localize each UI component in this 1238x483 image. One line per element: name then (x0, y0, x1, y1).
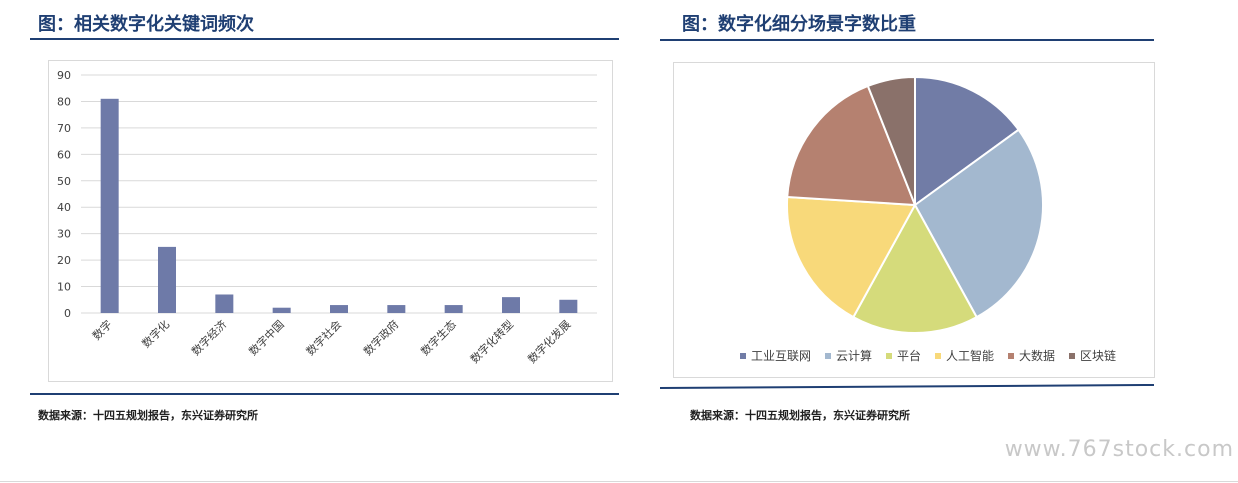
page-bottom-rule (0, 481, 1238, 482)
pie-slice (851, 202, 979, 334)
legend-swatch (1069, 353, 1075, 359)
watermark: www.767stock.com (1004, 437, 1234, 462)
bar-chart-frame: 0 10 20 30 40 50 60 70 80 90 数字 数字化 数字经济 数字中国 数字社会 数字政府… (48, 60, 613, 382)
bar (387, 305, 406, 313)
pie-chart-frame: 工业互联网 云计算 平台 人工智能 大数据 区块链 (673, 62, 1155, 378)
legend-swatch (935, 353, 941, 359)
pie-slice (866, 75, 916, 206)
title-underline (660, 39, 1154, 41)
y-tick-label: 40 (57, 201, 71, 214)
y-tick-label: 0 (64, 307, 71, 320)
bar (559, 299, 578, 313)
title-underline (30, 38, 619, 40)
x-tick-label: 数字 (89, 317, 114, 342)
pie-slice (913, 128, 1044, 319)
bar (158, 246, 176, 313)
pie-chart-source: 数据来源：十四五规划报告，东兴证券研究所 (690, 409, 910, 422)
bar-chart-source: 数据来源：十四五规划报告，东兴证券研究所 (38, 409, 258, 422)
x-tick-label: 数字社会 (303, 317, 344, 358)
bar (502, 297, 520, 313)
bar (100, 98, 119, 313)
legend-swatch (1008, 353, 1014, 359)
bar (444, 305, 463, 313)
y-tick-label: 20 (57, 254, 71, 267)
pie-chart-title: 图：数字化细分场景字数比重 (682, 14, 916, 35)
bar-chart: 0 10 20 30 40 50 60 70 80 90 数字 数字化 数字经济 数字中国 数字社会 数字政府… (57, 69, 597, 366)
bar (215, 294, 234, 313)
bar-chart-title: 图：相关数字化关键词频次 (38, 14, 254, 35)
legend-label: 人工智能 (946, 348, 994, 363)
y-tick-label: 30 (57, 228, 71, 241)
legend-swatch (740, 353, 746, 359)
x-tick-label: 数字化转型 (467, 317, 516, 366)
pie-slice (914, 75, 1020, 207)
pie-slice (786, 84, 917, 207)
pie-chart: 工业互联网 云计算 平台 人工智能 大数据 区块链 (740, 75, 1116, 363)
x-tick-label: 数字化发展 (525, 317, 574, 366)
y-tick-label: 10 (57, 281, 71, 294)
panel-bottom-rule (30, 393, 619, 395)
legend-label: 平台 (897, 348, 921, 363)
legend-swatch (886, 353, 892, 359)
x-tick-label: 数字经济 (188, 317, 229, 358)
y-tick-label: 80 (57, 95, 71, 108)
x-tick-label: 数字生态 (418, 317, 459, 358)
y-tick-label: 60 (57, 148, 71, 161)
y-tick-label: 70 (57, 122, 71, 135)
legend-swatch (825, 353, 831, 359)
y-tick-label: 90 (57, 69, 71, 82)
pie-slice (786, 195, 917, 319)
x-tick-label: 数字化 (139, 317, 172, 350)
x-tick-label: 数字政府 (360, 317, 401, 358)
legend-label: 大数据 (1019, 348, 1055, 363)
panel-bottom-rule (659, 383, 1154, 389)
x-tick-label: 数字中国 (246, 317, 287, 358)
bar (330, 305, 348, 313)
legend-label: 工业互联网 (751, 349, 811, 363)
legend-label: 云计算 (836, 348, 872, 363)
bar (272, 307, 291, 313)
legend-label: 区块链 (1080, 348, 1116, 363)
y-tick-label: 50 (57, 175, 71, 188)
